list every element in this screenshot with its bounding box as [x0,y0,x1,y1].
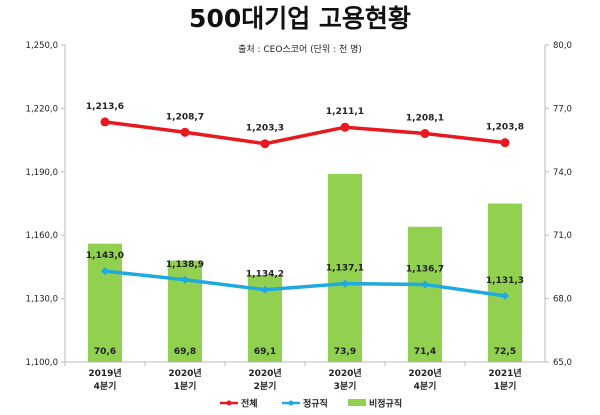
legend-marker-regular [288,400,294,406]
legend: 전체 정규직 비정규직 [220,398,402,410]
line-regular [104,269,506,298]
legend-label-regular: 정규직 [303,398,328,410]
left-tick-label: 1,250,0 [26,41,58,51]
point-regular [101,267,109,276]
line-total [104,120,506,146]
x-tick-label: 2020년 [328,367,361,379]
x-tick-label: 1분기 [174,380,197,392]
data-label-regular: 1,143,0 [86,251,124,261]
x-tick-label: 2020년 [168,367,201,379]
legend-swatch-nonregular [348,399,366,406]
bar-label-nonregular: 71,4 [414,347,436,357]
point-total [420,129,430,139]
legend-marker-total [226,400,232,406]
data-label-regular: 1,136,7 [406,264,444,274]
point-regular [501,291,509,300]
left-tick-label: 1,130,0 [26,295,58,305]
point-total [180,127,190,137]
bar-label-nonregular: 69,1 [254,347,276,357]
bar-nonregular [328,173,362,362]
left-tick-label: 1,160,0 [26,231,58,241]
x-tick-label: 2021년 [488,367,521,379]
right-tick-label: 65,0 [553,358,572,368]
point-regular [421,280,429,289]
point-total [340,122,350,132]
bar-nonregular [88,243,122,362]
legend-label-total: 전체 [241,398,258,410]
point-regular [341,279,349,288]
point-total [100,117,110,127]
bar-nonregular [408,226,442,362]
right-tick-label: 77,0 [553,104,572,114]
bar-nonregular [488,203,522,362]
data-label-total: 1,211,1 [326,107,364,117]
chart-title: 500대기업 고용현황 [189,4,411,33]
point-regular [261,285,269,294]
data-label-regular: 1,138,9 [166,260,204,270]
bar-label-nonregular: 72,5 [494,347,516,357]
x-tick-label: 1분기 [494,380,517,392]
data-label-regular: 1,131,3 [486,276,524,286]
data-label-total: 1,213,6 [86,102,124,112]
data-label-total: 1,208,1 [406,114,444,124]
point-total [260,139,270,149]
x-tick-label: 4분기 [94,380,117,392]
x-tick-label: 2019년 [88,367,121,379]
right-tick-label: 74,0 [553,168,572,178]
bar-label-nonregular: 69,8 [174,347,196,357]
x-tick-label: 4분기 [414,380,437,392]
left-tick-label: 1,100,0 [26,358,58,368]
x-tick-label: 2020년 [408,367,441,379]
left-tick-label: 1,190,0 [26,168,58,178]
point-total [500,138,510,148]
bar-label-nonregular: 73,9 [334,347,356,357]
data-label-regular: 1,137,1 [326,264,364,274]
data-label-total: 1,203,8 [486,123,524,133]
right-tick-label: 71,0 [553,231,572,241]
data-label-total: 1,203,3 [246,124,284,134]
right-tick-label: 80,0 [553,41,572,51]
bar-label-nonregular: 70,6 [94,347,116,357]
data-label-regular: 1,134,2 [246,270,284,280]
left-tick-label: 1,220,0 [26,104,58,114]
x-tick-label: 3분기 [334,380,357,392]
right-tick-label: 68,0 [553,295,572,305]
chart-subtitle: 출처 : CEO스코어 (단위 : 천 명) [238,43,362,55]
point-regular [181,275,189,284]
legend-label-nonregular: 비정규직 [369,398,402,410]
x-tick-label: 2020년 [248,367,281,379]
data-label-total: 1,208,7 [166,112,204,122]
x-tick-label: 2분기 [254,380,277,392]
